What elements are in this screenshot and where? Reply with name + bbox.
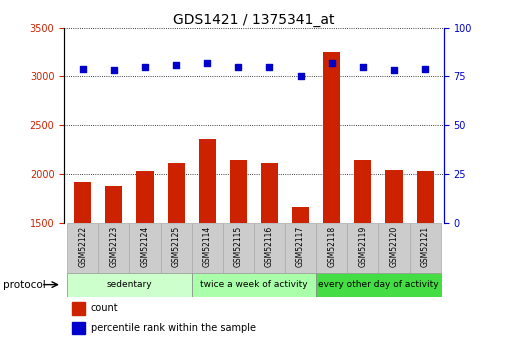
Bar (192, 223, 223, 273)
Bar (316, 223, 347, 273)
Text: GSM52116: GSM52116 (265, 226, 274, 267)
Bar (192, 273, 316, 297)
Bar (129, 223, 161, 273)
Bar (292, 207, 309, 223)
Bar (409, 223, 441, 273)
Text: sedentary: sedentary (107, 280, 152, 289)
Point (359, 64, 367, 69)
Text: twice a week of activity: twice a week of activity (200, 280, 308, 289)
Text: GSM52118: GSM52118 (327, 226, 336, 267)
Bar (223, 223, 254, 273)
Bar (67, 273, 192, 297)
Bar (161, 223, 192, 273)
Bar (261, 163, 278, 223)
Text: GSM52122: GSM52122 (78, 226, 87, 267)
Bar (354, 160, 371, 223)
Point (328, 60, 336, 66)
Text: protocol: protocol (3, 280, 45, 289)
Bar (347, 223, 379, 273)
Point (110, 68, 118, 73)
Point (78, 66, 87, 71)
Point (390, 68, 398, 73)
Text: GSM52119: GSM52119 (359, 226, 367, 267)
Point (234, 64, 243, 69)
Text: GSM52125: GSM52125 (172, 226, 181, 267)
Bar (98, 223, 129, 273)
Text: GSM52115: GSM52115 (234, 226, 243, 267)
Bar (168, 163, 185, 223)
Text: GSM52114: GSM52114 (203, 226, 212, 267)
Text: GSM52121: GSM52121 (421, 226, 429, 267)
Bar (74, 181, 91, 223)
Point (172, 62, 180, 67)
Title: GDS1421 / 1375341_at: GDS1421 / 1375341_at (173, 12, 334, 27)
Point (203, 60, 211, 66)
Bar (285, 223, 316, 273)
Text: GSM52124: GSM52124 (141, 226, 149, 267)
Bar (72, 322, 85, 334)
Text: GSM52117: GSM52117 (296, 226, 305, 267)
Text: GSM52123: GSM52123 (109, 226, 119, 267)
Bar (72, 302, 85, 315)
Bar (417, 171, 433, 223)
Bar (199, 139, 216, 223)
Point (141, 64, 149, 69)
Point (297, 73, 305, 79)
Bar (385, 170, 403, 223)
Bar (316, 273, 441, 297)
Bar (230, 160, 247, 223)
Text: count: count (91, 303, 119, 313)
Bar (254, 223, 285, 273)
Text: percentile rank within the sample: percentile rank within the sample (91, 323, 255, 333)
Text: GSM52120: GSM52120 (389, 226, 399, 267)
Bar (379, 223, 409, 273)
Bar (323, 52, 340, 223)
Bar (67, 223, 98, 273)
Point (421, 66, 429, 71)
Text: every other day of activity: every other day of activity (318, 280, 439, 289)
Bar (136, 171, 153, 223)
Bar (105, 186, 123, 223)
Point (265, 64, 273, 69)
